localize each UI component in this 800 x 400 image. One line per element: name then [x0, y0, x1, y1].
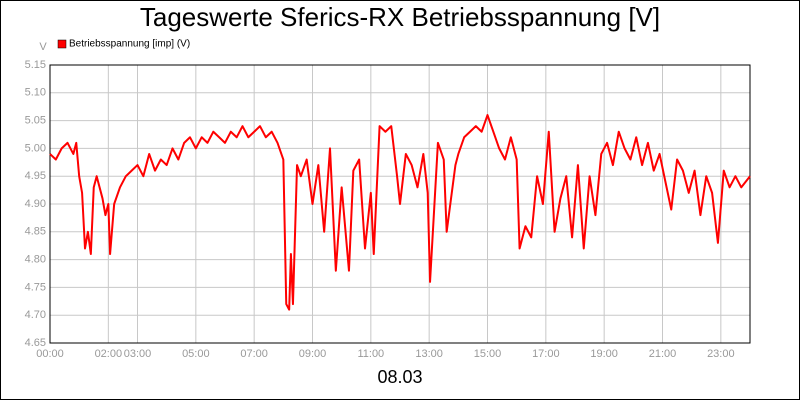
- x-tick-label: 23:00: [707, 348, 735, 360]
- y-tick-label: 4.70: [25, 309, 46, 321]
- x-tick-label: 09:00: [299, 348, 327, 360]
- x-tick-label: 03:00: [124, 348, 152, 360]
- x-tick-label: 11:00: [357, 348, 384, 360]
- y-tick-label: 5.15: [25, 59, 46, 71]
- series-line: [49, 114, 751, 311]
- y-tick-label: 5.00: [25, 142, 46, 154]
- legend-label: Betriebsspannung [imp] (V): [69, 39, 190, 50]
- x-tick-label: 02:00: [95, 348, 123, 360]
- y-tick-label: 4.80: [25, 254, 46, 266]
- y-tick-label: 5.05: [25, 115, 46, 127]
- x-tick-label: 17:00: [532, 348, 560, 360]
- y-tick-label: 5.10: [25, 87, 46, 99]
- y-tick-label: 4.85: [25, 226, 46, 238]
- x-tick-label: 21:00: [649, 348, 677, 360]
- chart-title: Tageswerte Sferics-RX Betriebsspannung […: [140, 2, 660, 32]
- legend-swatch: [57, 39, 67, 49]
- x-tick-label: 19:00: [590, 348, 618, 360]
- x-tick-label: 15:00: [474, 348, 502, 360]
- x-tick-label: 13:00: [415, 348, 443, 360]
- y-tick-label: 4.90: [25, 198, 46, 210]
- x-axis-label: 08.03: [377, 367, 422, 387]
- x-tick-label: 05:00: [182, 348, 210, 360]
- y-axis-label: V: [39, 41, 47, 53]
- y-tick-label: 4.75: [25, 281, 46, 293]
- x-tick-label: 00:00: [36, 348, 64, 360]
- x-tick-label: 07:00: [240, 348, 268, 360]
- y-tick-label: 4.95: [25, 170, 46, 182]
- plot-border: [49, 64, 751, 344]
- y-tick-label: 4.65: [25, 337, 46, 349]
